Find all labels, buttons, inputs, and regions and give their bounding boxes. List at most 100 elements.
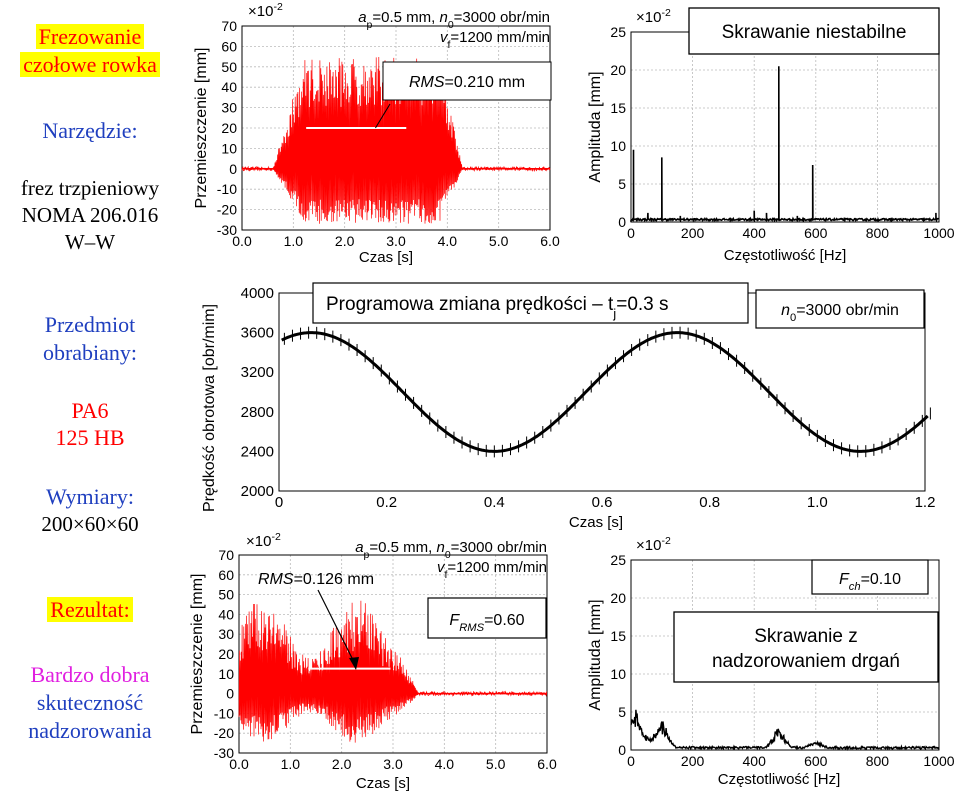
x-tick-label: 5.0 xyxy=(486,756,506,772)
x-axis-label: Częstotliwość [Hz] xyxy=(724,247,847,264)
n0-box xyxy=(755,289,925,329)
y-tick-label: -20 xyxy=(214,725,234,741)
y-tick-label: 20 xyxy=(610,590,626,606)
x-tick-label: 0 xyxy=(627,225,635,241)
y-tick-label: 40 xyxy=(221,79,237,95)
y-tick-label: 0 xyxy=(229,161,237,177)
tool-value-1: frez trzpieniowy xyxy=(20,176,160,200)
y-tick-label: 70 xyxy=(218,547,234,563)
x-tick-label: 200 xyxy=(681,225,705,241)
y-tick-label: 10 xyxy=(610,138,626,154)
x-tick-label: 2.0 xyxy=(335,233,355,249)
x-tick-label: 4.0 xyxy=(435,756,455,772)
y-tick-label: 60 xyxy=(221,38,237,54)
y-tick-label: -10 xyxy=(214,705,234,721)
params-line2: vf=1200 mm/min xyxy=(440,29,550,51)
x-tick-label: 400 xyxy=(743,753,767,769)
chart-bottom-left: 0.0 1.0 2.0 3.0 4.0 5.0 6.0 70 60 50 40 30 20 10 0 -10 -… xyxy=(189,531,557,792)
x-axis-label: Czas [s] xyxy=(356,775,410,792)
y-tick-label: 40 xyxy=(218,606,234,622)
title-line1: Frezowanie xyxy=(0,24,180,50)
y-tick-label: 60 xyxy=(218,567,234,583)
chart-top-left: 0.0 1.0 2.0 3.0 4.0 5.0 6.0 70 60 50 40 30 20 10 0 -10 -… xyxy=(193,1,560,266)
x-tick-label: 0 xyxy=(275,494,283,511)
x-tick-label: 400 xyxy=(743,225,767,241)
y-tick-label: 2400 xyxy=(241,443,274,460)
x-tick-label: 2.0 xyxy=(332,756,352,772)
title-line2: czołowe rowka xyxy=(0,52,180,78)
y-axis-label: Przemieszczenie [mm] xyxy=(193,48,210,209)
tool-value-2: NOMA 206.016 xyxy=(21,203,159,227)
params-line1: ap=0.5 mm, n0=3000 obr/min xyxy=(358,9,550,31)
x-axis-label: Częstotliwość [Hz] xyxy=(718,771,841,788)
y-tick-label: 25 xyxy=(610,24,626,40)
signal-trace xyxy=(241,56,551,224)
chart-middle: 0 0.2 0.4 0.6 0.8 1.0 1.2 4000 3600 3200 2800 2400 2… xyxy=(201,282,936,531)
x-tick-label: 5.0 xyxy=(489,233,509,249)
y-tick-label: 20 xyxy=(218,646,234,662)
y-axis-label: Przemieszczenie [mm] xyxy=(189,574,206,735)
axes-frame xyxy=(630,559,940,751)
params-line1: ap=0.5 mm, n0=3000 obr/min xyxy=(355,539,547,561)
rms-label: RMS=0.126 mm xyxy=(258,571,374,588)
y-tick-label: 10 xyxy=(218,666,234,682)
x-tick-label: 200 xyxy=(681,753,705,769)
x-tick-label: 1.0 xyxy=(281,756,301,772)
y-tick-label: 0 xyxy=(618,214,626,230)
y-axis-label: Prędkość obrotowa [obr/mim] xyxy=(201,304,218,512)
axes-frame xyxy=(630,31,940,223)
y-axis-label: Amplituda [mm] xyxy=(587,599,604,710)
n0-label: n0=3000 obr/min xyxy=(781,302,899,324)
tool-value-3: W–W xyxy=(64,230,116,254)
result-label: Rezultat: xyxy=(0,597,180,623)
y-tick-label: -30 xyxy=(214,745,234,761)
y-tick-label: 5 xyxy=(618,704,626,720)
y-axis-label: Amplituda [mm] xyxy=(587,71,604,182)
x-tick-label: 0.0 xyxy=(232,233,252,249)
x-tick-label: 4.0 xyxy=(438,233,458,249)
y-tick-label: 50 xyxy=(221,59,237,75)
fch-label: Fch=0.10 xyxy=(839,571,901,593)
chart-title-line1: Skrawanie z xyxy=(754,626,858,647)
y-tick-label: 25 xyxy=(610,552,626,568)
x-tick-label: 1.2 xyxy=(915,494,936,511)
multiplier-label: ×10-2 xyxy=(246,531,281,550)
chart-title: Skrawanie niestabilne xyxy=(722,22,907,43)
axes-frame xyxy=(241,25,551,231)
rms-box xyxy=(382,61,552,101)
x-tick-label: 600 xyxy=(804,753,828,769)
title-box xyxy=(312,282,749,324)
workpiece-label-1: Przedmiot xyxy=(44,312,136,337)
rms-label: RMS=0.210 mm xyxy=(409,74,525,91)
workpiece-label-2: obrabiany: xyxy=(42,340,138,365)
y-tick-label: 10 xyxy=(221,140,237,156)
dims-value: 200×60×60 xyxy=(41,512,139,536)
sidebar: Frezowanie czołowe rowka Narzędzie: frez… xyxy=(0,0,180,793)
x-tick-label: 0.2 xyxy=(376,494,397,511)
y-tick-label: 20 xyxy=(610,62,626,78)
chart-title-line2: nadzorowaniem drgań xyxy=(712,651,900,672)
x-tick-label: 600 xyxy=(804,225,828,241)
x-tick-label: 0.4 xyxy=(484,494,505,511)
speed-trace xyxy=(281,331,929,453)
x-tick-label: 1000 xyxy=(923,225,954,241)
x-axis-label: Czas [s] xyxy=(569,514,623,531)
fch-box xyxy=(811,559,929,595)
y-tick-label: 2000 xyxy=(241,483,274,500)
y-tick-label: 0 xyxy=(226,686,234,702)
frms-box xyxy=(427,597,547,639)
x-tick-label: 1.0 xyxy=(284,233,304,249)
chart-top-right: 0 200 400 600 800 1000 25 20 15 10 5 0 ×10-2 Amplitud… xyxy=(587,7,955,264)
y-tick-label: 15 xyxy=(610,100,626,116)
rms-pointer xyxy=(375,103,391,129)
y-tick-label: -10 xyxy=(217,181,237,197)
rms-pointer xyxy=(317,589,357,667)
y-tick-label: 10 xyxy=(610,666,626,682)
x-tick-label: 0.6 xyxy=(592,494,613,511)
x-tick-label: 1000 xyxy=(923,753,954,769)
x-tick-label: 3.0 xyxy=(386,233,406,249)
y-tick-label: -30 xyxy=(217,222,237,238)
params-line2: vf=1200 mm/min xyxy=(437,559,547,581)
tool-label: Narzędzie: xyxy=(42,118,138,143)
